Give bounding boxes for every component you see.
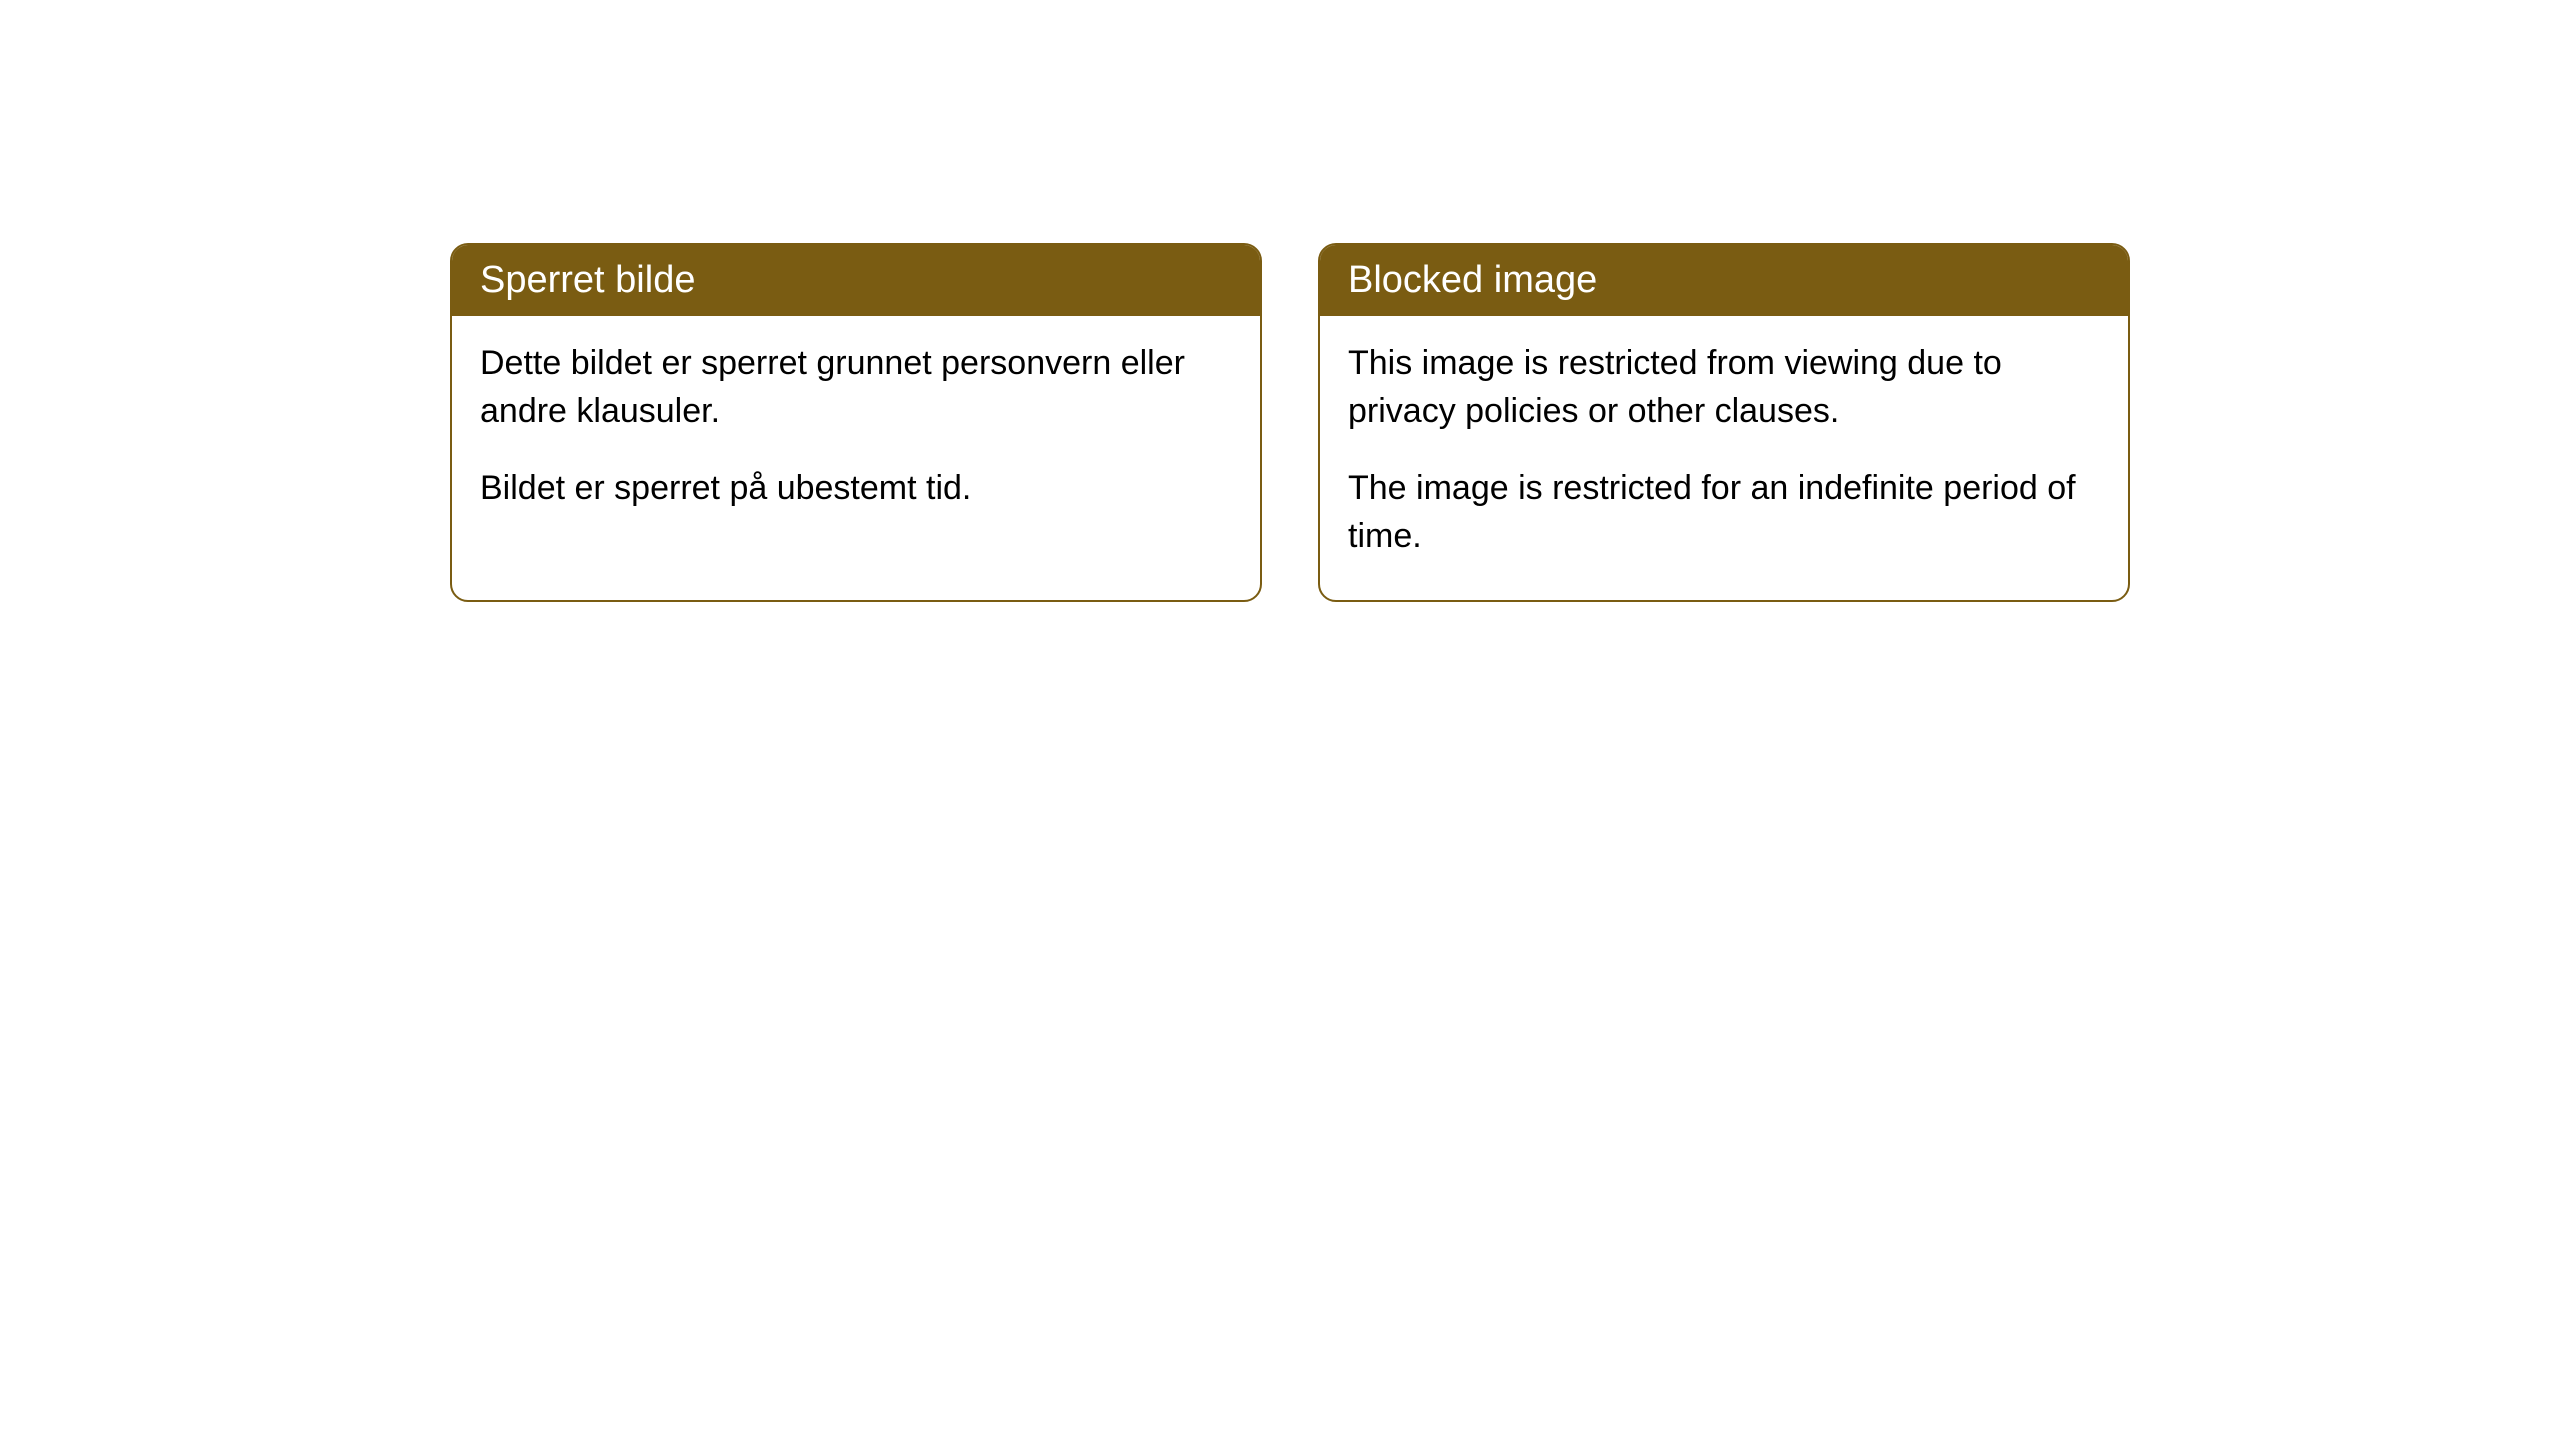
card-header: Sperret bilde <box>452 245 1260 316</box>
card-paragraph: Dette bildet er sperret grunnet personve… <box>480 340 1232 435</box>
card-body: Dette bildet er sperret grunnet personve… <box>452 316 1260 553</box>
card-body: This image is restricted from viewing du… <box>1320 316 2128 600</box>
notice-card-norwegian: Sperret bilde Dette bildet er sperret gr… <box>450 243 1262 602</box>
card-title: Blocked image <box>1348 259 1597 301</box>
card-paragraph: This image is restricted from viewing du… <box>1348 340 2100 435</box>
notice-cards-container: Sperret bilde Dette bildet er sperret gr… <box>450 243 2130 602</box>
notice-card-english: Blocked image This image is restricted f… <box>1318 243 2130 602</box>
card-paragraph: The image is restricted for an indefinit… <box>1348 465 2100 560</box>
card-paragraph: Bildet er sperret på ubestemt tid. <box>480 465 1232 513</box>
card-header: Blocked image <box>1320 245 2128 316</box>
card-title: Sperret bilde <box>480 259 695 301</box>
